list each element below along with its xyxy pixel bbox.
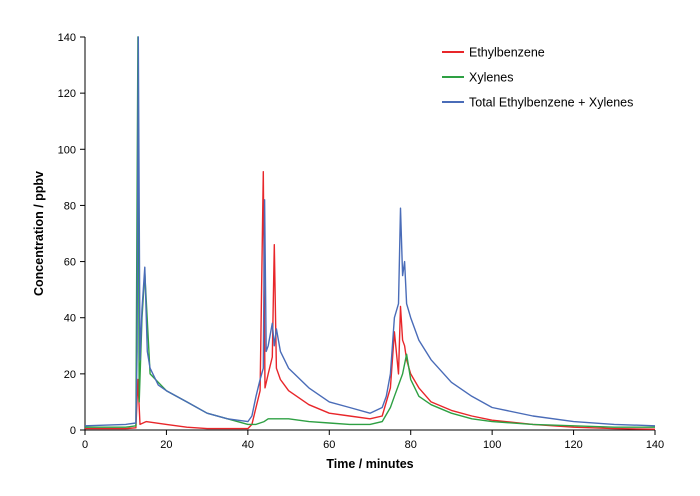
x-tick-label: 120 — [564, 439, 582, 451]
y-tick-label: 60 — [64, 257, 76, 269]
x-tick-label: 100 — [483, 439, 501, 451]
x-axis-ticks: 0 20 40 60 80 100 120 140 — [82, 430, 664, 451]
y-tick-label: 80 — [64, 200, 76, 212]
x-tick-label: 60 — [323, 439, 335, 451]
x-axis-title: Time / minutes — [326, 457, 413, 471]
y-axis-ticks: 0 20 40 60 80 100 120 140 — [58, 32, 85, 437]
y-tick-label: 120 — [58, 88, 76, 100]
x-tick-label: 140 — [646, 439, 664, 451]
x-tick-label: 40 — [242, 439, 254, 451]
x-tick-label: 80 — [405, 439, 417, 451]
series-line-total-ethylbenzene-xylenes — [84, 36, 656, 427]
y-axis-title: Concentration / ppbv — [32, 171, 46, 296]
legend-label: Ethylbenzene — [469, 46, 545, 60]
y-tick-label: 140 — [58, 32, 76, 44]
y-tick-label: 100 — [58, 144, 76, 156]
x-tick-label: 20 — [160, 439, 172, 451]
legend-label: Xylenes — [469, 71, 513, 85]
series-line-ethylbenzene — [85, 170, 656, 430]
x-tick-label: 0 — [82, 439, 88, 451]
y-tick-label: 40 — [64, 313, 76, 325]
series-layer — [84, 36, 656, 430]
y-tick-label: 0 — [70, 425, 76, 437]
legend-label: Total Ethylbenzene + Xylenes — [469, 96, 633, 110]
legend: Ethylbenzene Xylenes Total Ethylbenzene + … — [442, 46, 633, 110]
y-tick-label: 20 — [64, 369, 76, 381]
plot-area: 0 20 40 60 80 100 120 140 0 20 40 60 80 100 120 140 — [58, 32, 665, 451]
